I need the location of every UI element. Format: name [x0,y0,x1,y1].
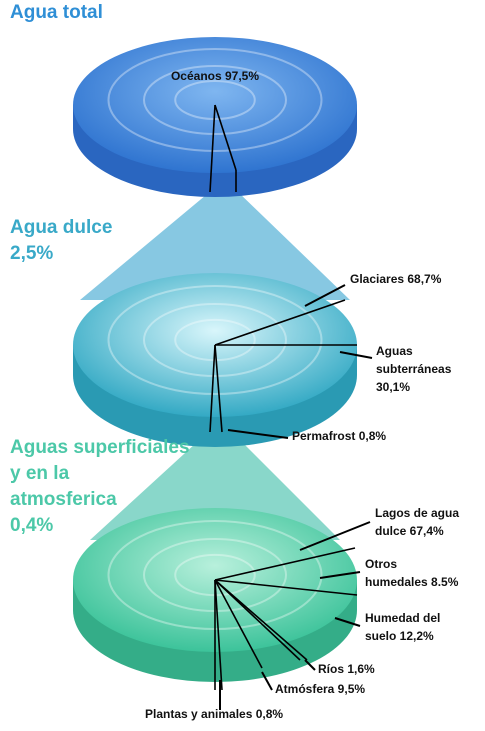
ripple [107,285,323,395]
ripple [143,65,287,135]
section-title: Aguas superficiales [10,437,190,458]
slice-line [209,344,216,433]
funnel [80,190,350,300]
pointer [304,659,316,671]
ripple [174,79,256,121]
slice-label: humedales 8.5% [365,575,459,589]
pointer [304,284,346,307]
slice-label: subterráneas [376,362,452,376]
pointer [334,617,361,627]
slice-line [214,579,223,691]
section-title: 2,5% [10,243,53,264]
slice-label: 30,1% [376,380,410,394]
pointer [227,429,289,439]
slice-label: Glaciares 68,7% [350,272,442,286]
slice-line [214,579,263,669]
ripple [107,48,323,152]
pointer [319,571,361,579]
slice-label: Océanos 97,5% [171,69,259,83]
ripple [143,303,287,377]
slice-label: Ríos 1,6% [318,662,375,676]
slice-line [214,104,237,171]
slice-label: Atmósfera 9,5% [275,682,365,696]
ripple [174,318,256,362]
slice-line [209,104,216,193]
funnel [90,432,340,540]
section-title: Agua total [10,2,103,23]
slice-label: Plantas y animales 0,8% [145,707,283,721]
section-title: atmosferica [10,489,117,510]
slice-label: Permafrost 0,8% [292,429,386,443]
section-title: Agua dulce [10,217,112,238]
slice-line [214,579,308,661]
pointer [261,671,273,691]
slice-label: suelo 12,2% [365,629,434,643]
pointer [299,521,371,551]
section-title: 0,4% [10,515,53,536]
pointer [339,351,373,359]
slice-label: Aguas [376,344,413,358]
section-title: y en la [10,463,70,484]
slice-label: dulce 67,4% [375,524,444,538]
slice-label: Humedad del [365,611,440,625]
slice-line [214,547,356,581]
slice-line [214,299,346,346]
slice-label: Lagos de agua [375,506,459,520]
slice-label: Otros [365,557,397,571]
slice-line [214,344,223,433]
slice-line [214,579,358,596]
